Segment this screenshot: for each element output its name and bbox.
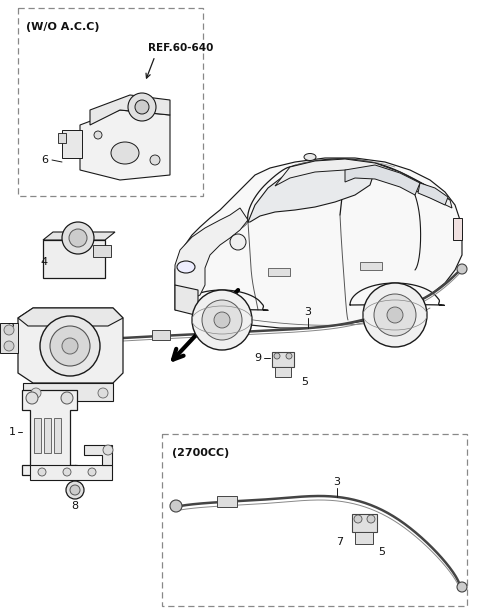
Ellipse shape [111, 142, 139, 164]
FancyBboxPatch shape [275, 367, 291, 377]
Polygon shape [22, 390, 77, 475]
Polygon shape [248, 163, 375, 222]
FancyBboxPatch shape [34, 418, 41, 453]
Circle shape [202, 300, 242, 340]
Text: 5: 5 [379, 547, 385, 557]
Text: 5: 5 [301, 377, 309, 387]
Circle shape [66, 481, 84, 499]
Text: (W/O A.C.C): (W/O A.C.C) [26, 22, 99, 32]
Polygon shape [18, 308, 123, 326]
Text: 1: 1 [9, 427, 15, 437]
Circle shape [61, 392, 73, 404]
Circle shape [26, 392, 38, 404]
Polygon shape [175, 158, 462, 328]
Polygon shape [345, 165, 420, 195]
Circle shape [230, 234, 246, 250]
Polygon shape [84, 445, 112, 465]
Circle shape [70, 485, 80, 495]
FancyBboxPatch shape [360, 262, 382, 270]
Text: REF.60-640: REF.60-640 [148, 43, 214, 53]
Circle shape [69, 229, 87, 247]
FancyBboxPatch shape [217, 496, 237, 507]
Circle shape [354, 515, 362, 523]
FancyBboxPatch shape [355, 532, 373, 544]
Text: 8: 8 [72, 501, 79, 511]
Text: 9: 9 [254, 353, 262, 363]
Text: 3: 3 [304, 307, 312, 317]
Circle shape [40, 316, 100, 376]
Polygon shape [0, 323, 18, 353]
Circle shape [150, 155, 160, 165]
FancyBboxPatch shape [93, 245, 111, 257]
FancyBboxPatch shape [43, 240, 105, 278]
Text: 6: 6 [41, 155, 48, 165]
Circle shape [4, 325, 14, 335]
Circle shape [50, 326, 90, 366]
Polygon shape [80, 110, 170, 180]
Polygon shape [30, 465, 112, 480]
FancyBboxPatch shape [453, 218, 462, 240]
Circle shape [62, 338, 78, 354]
Circle shape [94, 131, 102, 139]
Ellipse shape [304, 153, 316, 161]
Circle shape [363, 283, 427, 347]
Polygon shape [418, 183, 448, 205]
Polygon shape [90, 95, 170, 125]
Circle shape [192, 290, 252, 350]
Circle shape [31, 388, 41, 398]
FancyBboxPatch shape [272, 352, 294, 367]
Circle shape [103, 445, 113, 455]
Text: 7: 7 [336, 537, 344, 547]
Circle shape [214, 312, 230, 328]
Polygon shape [18, 308, 123, 383]
FancyBboxPatch shape [44, 418, 51, 453]
Circle shape [63, 468, 71, 476]
Text: 4: 4 [40, 257, 48, 267]
FancyBboxPatch shape [58, 133, 66, 143]
Circle shape [457, 582, 467, 592]
FancyBboxPatch shape [352, 514, 377, 532]
Ellipse shape [177, 261, 195, 273]
Circle shape [4, 341, 14, 351]
FancyBboxPatch shape [62, 130, 82, 158]
FancyBboxPatch shape [152, 330, 170, 340]
Text: 3: 3 [334, 477, 340, 487]
Circle shape [128, 93, 156, 121]
Circle shape [367, 515, 375, 523]
Polygon shape [175, 208, 248, 300]
Circle shape [387, 307, 403, 323]
Circle shape [457, 264, 467, 274]
Circle shape [374, 294, 416, 336]
FancyBboxPatch shape [23, 383, 113, 401]
Polygon shape [175, 285, 198, 315]
Circle shape [62, 222, 94, 254]
Circle shape [98, 388, 108, 398]
FancyBboxPatch shape [54, 418, 61, 453]
Circle shape [38, 468, 46, 476]
Circle shape [88, 468, 96, 476]
Text: 2: 2 [7, 323, 14, 333]
Polygon shape [275, 159, 452, 208]
Polygon shape [43, 232, 115, 240]
Circle shape [286, 353, 292, 359]
Text: (2700CC): (2700CC) [172, 448, 229, 458]
FancyBboxPatch shape [268, 268, 290, 276]
Circle shape [274, 353, 280, 359]
Circle shape [135, 100, 149, 114]
Circle shape [170, 500, 182, 512]
